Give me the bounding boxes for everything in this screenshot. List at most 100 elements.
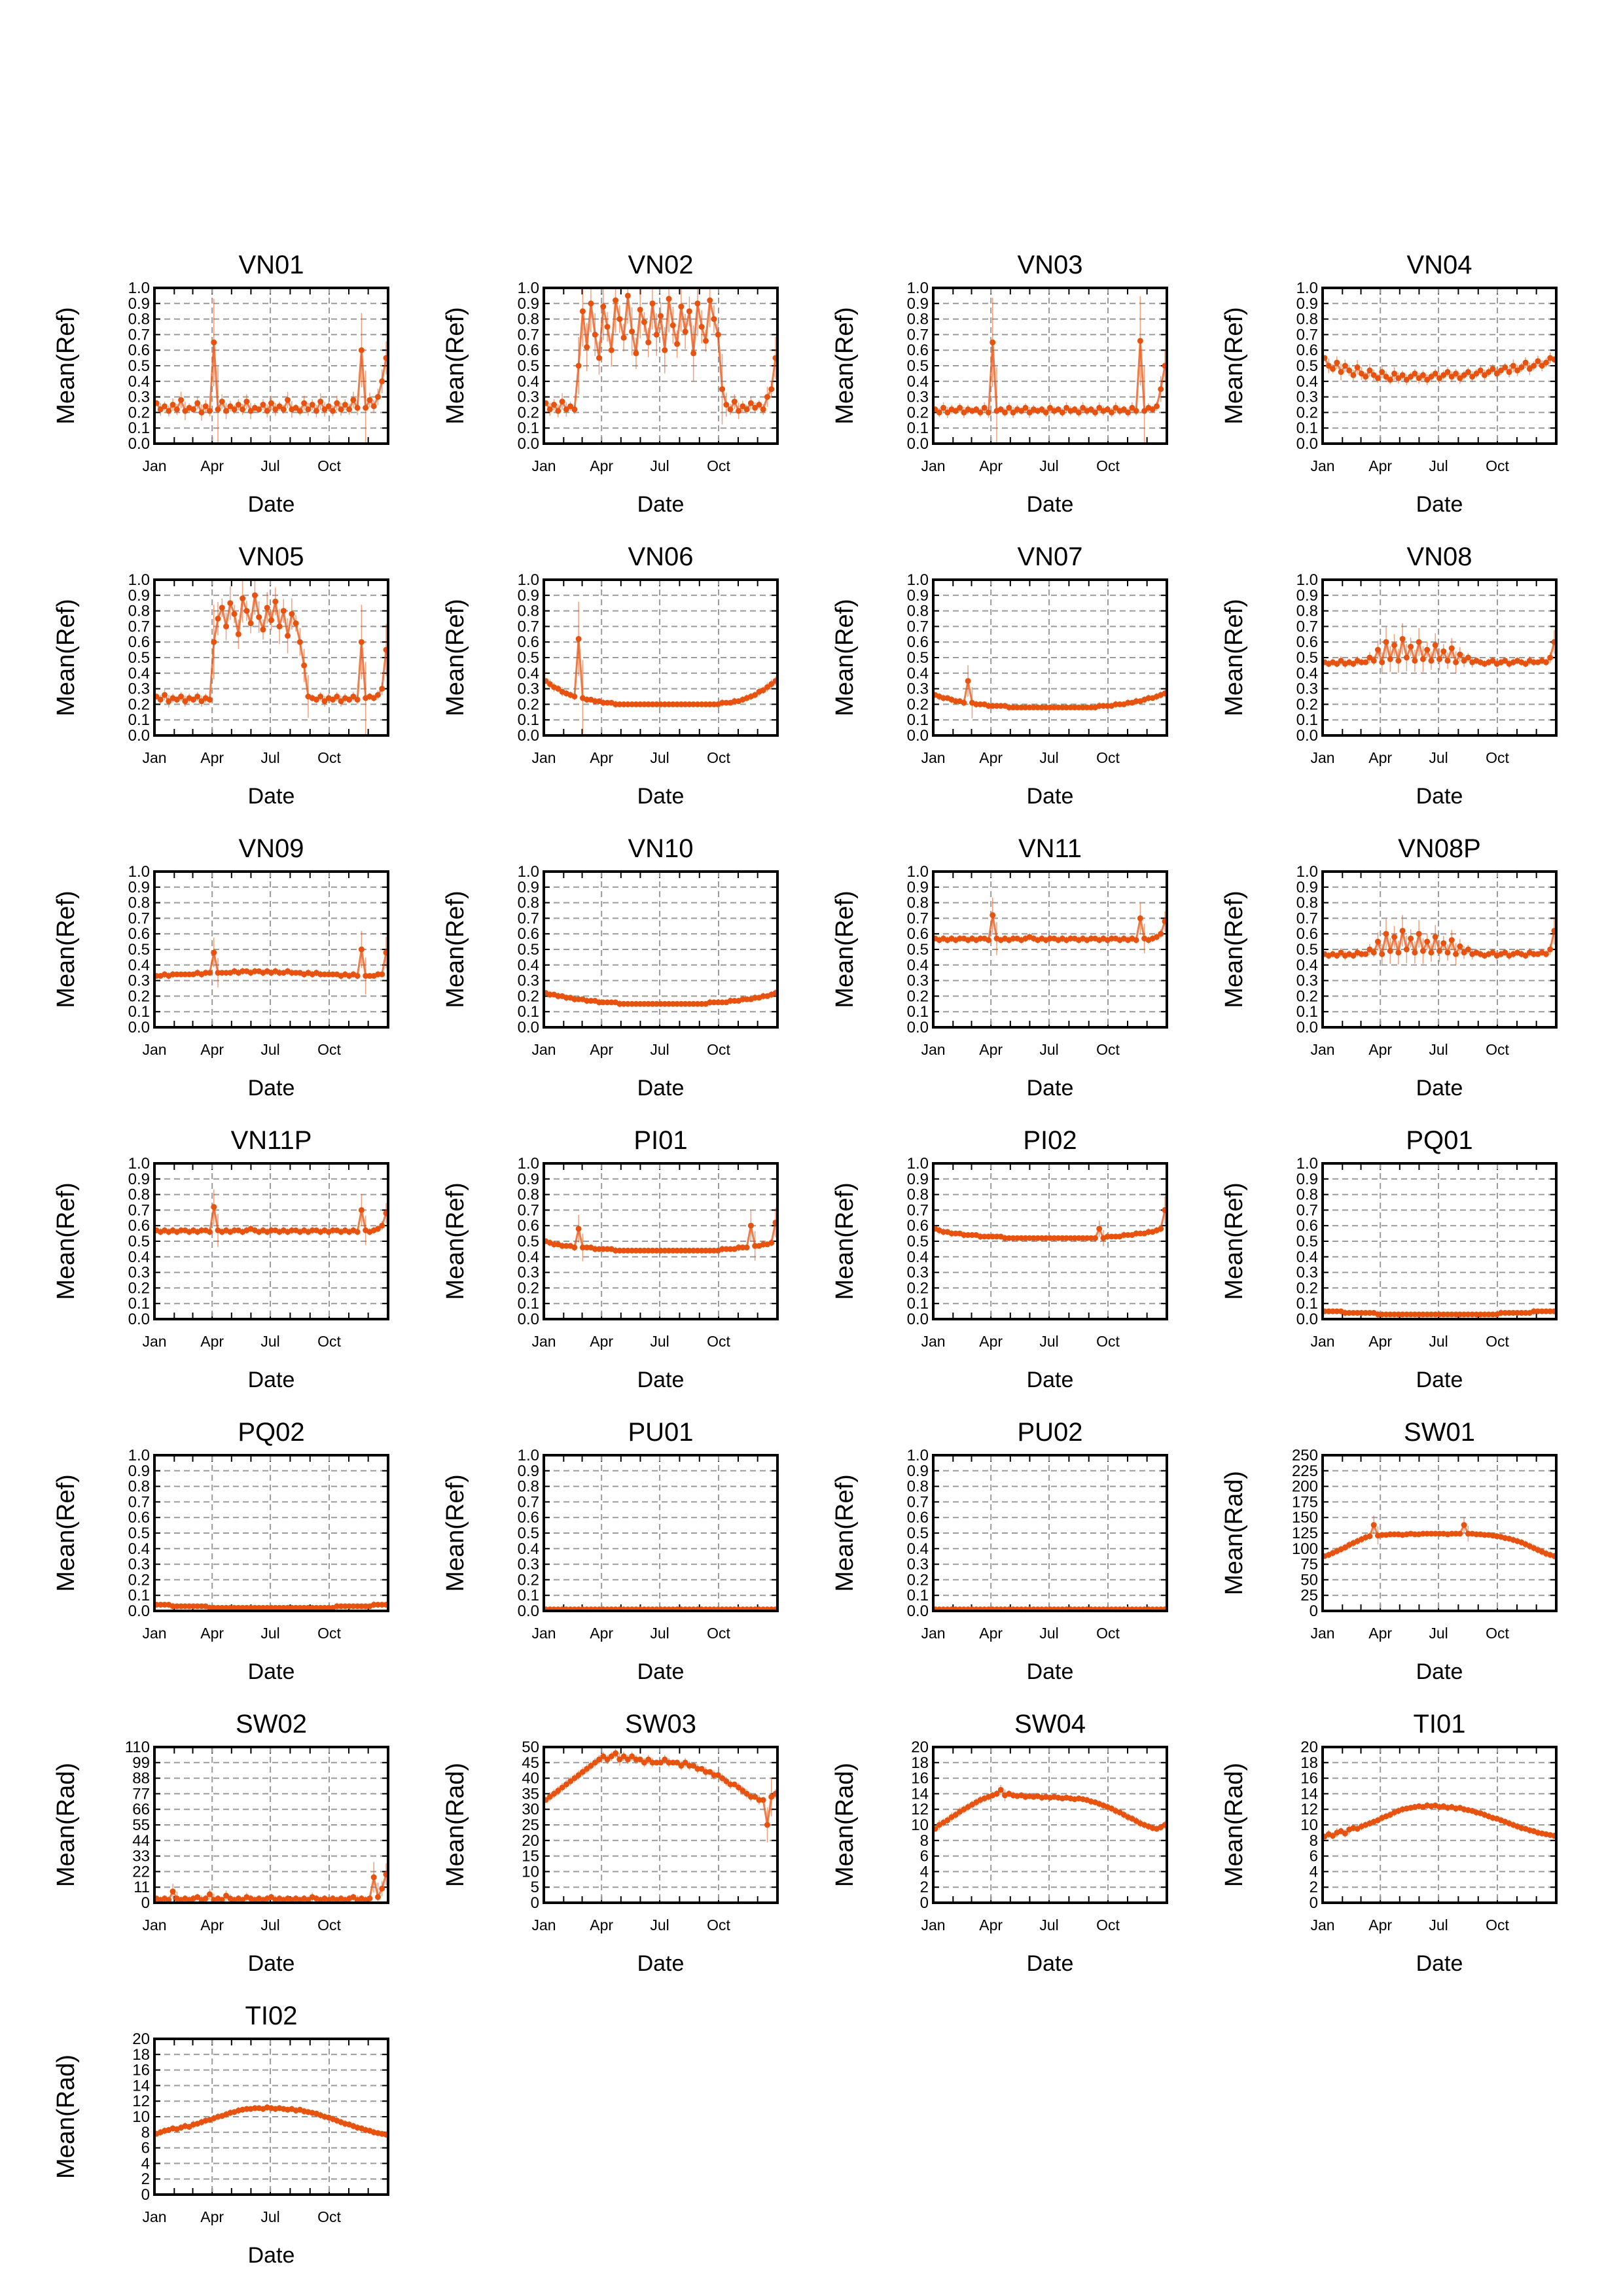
data-point xyxy=(690,1000,697,1007)
data-point xyxy=(1022,704,1029,711)
data-point xyxy=(1059,704,1065,711)
data-point xyxy=(1428,949,1435,956)
data-point xyxy=(1006,404,1012,411)
data-point xyxy=(251,2105,258,2111)
data-point xyxy=(1502,364,1508,370)
y-tick-label: 0.1 xyxy=(518,419,539,437)
data-point xyxy=(182,971,188,978)
data-point xyxy=(1481,1532,1488,1538)
x-axis-label: Date xyxy=(248,2243,295,2268)
y-tick-label: 0 xyxy=(141,2186,150,2204)
y-axis-label: Mean(Rad) xyxy=(1221,1471,1248,1595)
data-point xyxy=(649,1000,656,1007)
data-point xyxy=(198,1227,205,1233)
data-point xyxy=(1457,943,1463,949)
data-point xyxy=(325,403,332,410)
data-point xyxy=(698,1765,705,1772)
data-point xyxy=(1535,358,1541,364)
data-point xyxy=(1428,658,1435,664)
data-point xyxy=(555,686,562,692)
data-point xyxy=(285,397,291,403)
data-point xyxy=(563,995,569,1001)
chart-title: PU01 xyxy=(628,1418,693,1447)
y-tick-label: 8 xyxy=(1310,1832,1318,1850)
plot-frame xyxy=(153,1454,389,1612)
x-tick-label: Oct xyxy=(317,457,341,474)
data-point xyxy=(1502,949,1508,956)
data-point xyxy=(1035,1235,1041,1241)
y-tick-label: 0.4 xyxy=(907,1248,929,1266)
data-point xyxy=(190,696,196,703)
data-point xyxy=(743,996,750,1002)
data-point xyxy=(1366,1309,1373,1316)
data-point xyxy=(1026,1235,1033,1241)
data-point xyxy=(740,1245,746,1251)
y-tick-label: 0.3 xyxy=(1296,972,1318,990)
data-point xyxy=(546,406,553,413)
y-tick-label: 0.3 xyxy=(518,1264,539,1282)
data-line xyxy=(545,639,776,705)
y-tick-label: 0.7 xyxy=(907,326,929,344)
y-tick-label: 0.8 xyxy=(1296,894,1318,912)
data-point xyxy=(1145,695,1152,701)
y-tick-label: 77 xyxy=(132,1785,150,1803)
data-point xyxy=(1486,369,1492,376)
data-point xyxy=(240,1604,246,1611)
y-tick-label: 0.6 xyxy=(128,925,150,943)
data-point xyxy=(584,696,590,703)
data-point xyxy=(1018,408,1025,414)
plot-frame xyxy=(153,870,389,1029)
data-point xyxy=(1379,951,1385,957)
data-point xyxy=(169,1888,176,1895)
data-point xyxy=(1014,704,1020,711)
data-point xyxy=(301,662,308,669)
data-point xyxy=(997,406,1004,413)
y-tick-label: 0.6 xyxy=(128,633,150,651)
data-point xyxy=(579,1245,586,1251)
y-tick-label: 0.5 xyxy=(1296,357,1318,375)
data-point xyxy=(600,1753,607,1759)
data-point xyxy=(1424,938,1431,945)
data-point xyxy=(293,404,299,411)
y-tick-label: 0.1 xyxy=(128,711,150,729)
x-axis-label: Date xyxy=(248,1076,295,1101)
data-point xyxy=(1424,646,1431,653)
chart-panel-vn06: 0.00.10.20.30.40.50.60.70.80.91.0 Jan Apr J… xyxy=(442,542,779,809)
y-tick-label: 0.5 xyxy=(518,941,539,959)
data-point xyxy=(662,701,668,707)
plot-frame xyxy=(932,1454,1168,1612)
data-point xyxy=(363,404,369,411)
y-tick-label: 0.0 xyxy=(907,727,929,745)
data-point xyxy=(276,970,283,976)
data-point xyxy=(251,1604,258,1611)
data-point xyxy=(1518,1309,1525,1316)
y-tick-label: 0.8 xyxy=(128,603,150,620)
x-tick-label: Jul xyxy=(1429,1916,1448,1934)
y-tick-label: 1.0 xyxy=(128,1155,150,1173)
y-tick-label: 1.0 xyxy=(1296,863,1318,881)
data-point xyxy=(723,1246,730,1252)
chart-title: VN01 xyxy=(238,251,304,279)
data-point xyxy=(633,1756,639,1763)
data-point xyxy=(613,1247,619,1254)
plot-frame xyxy=(153,287,389,445)
data-point xyxy=(1358,659,1364,665)
y-tick-label: 0.6 xyxy=(518,633,539,651)
data-point xyxy=(1350,372,1357,378)
y-tick-label: 0.9 xyxy=(907,879,929,896)
y-tick-label: 44 xyxy=(132,1832,150,1850)
data-point xyxy=(702,338,709,344)
data-point xyxy=(321,1604,328,1611)
data-point xyxy=(1448,937,1455,944)
y-axis-label: Mean(Ref) xyxy=(52,1474,80,1592)
data-point xyxy=(752,1793,758,1800)
data-point xyxy=(1342,1309,1348,1316)
data-point xyxy=(990,703,996,709)
data-point xyxy=(1063,404,1070,411)
data-point xyxy=(1412,1311,1418,1318)
y-tick-label: 0.4 xyxy=(1296,957,1318,974)
data-point xyxy=(215,1604,221,1611)
y-tick-label: 0.1 xyxy=(518,711,539,729)
